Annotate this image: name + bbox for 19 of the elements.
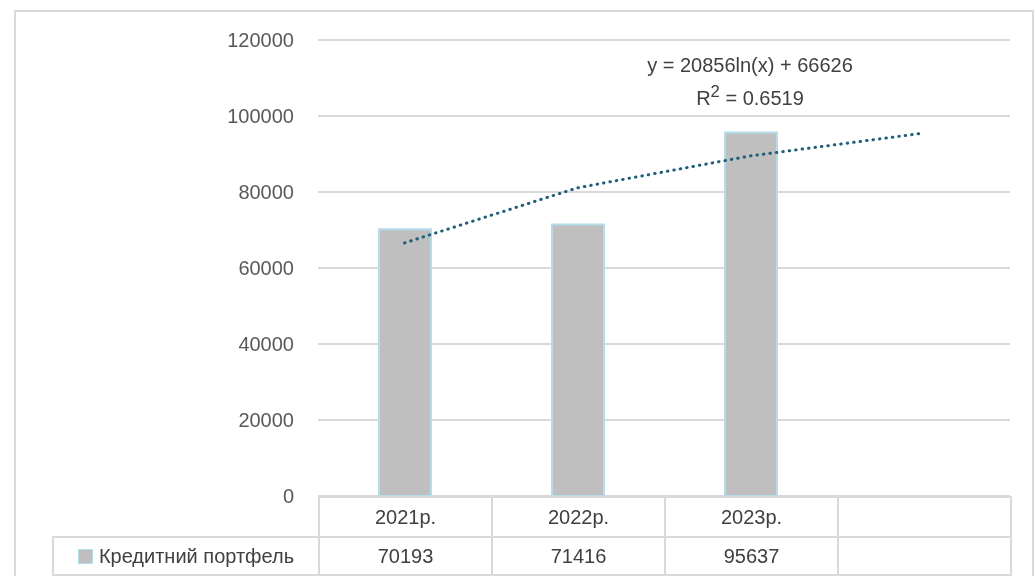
data-label: 71416 xyxy=(491,536,664,576)
annotation: R$^{2}$ = 0.6519 xyxy=(695,82,805,110)
x-tick-label: 2023р. xyxy=(664,496,837,536)
bar xyxy=(724,131,778,496)
y-tick-label: 40000 xyxy=(238,333,294,356)
x-tick-label: 2022р. xyxy=(491,496,664,536)
y-tick-label: 0 xyxy=(282,485,294,508)
y-tick-label: 80000 xyxy=(238,181,294,204)
annotation: y = 20856ln(x) + 66626 xyxy=(646,54,854,77)
data-label: 70193 xyxy=(318,536,491,576)
y-tick-label: 100000 xyxy=(227,105,294,128)
y-tick-label: 120000 xyxy=(227,29,294,52)
legend-label: Кредитний портфель xyxy=(52,536,318,576)
data-label: 95637 xyxy=(664,536,837,576)
bar xyxy=(551,223,605,496)
bar xyxy=(378,228,432,496)
y-tick-label: 60000 xyxy=(238,257,294,280)
x-tick-label: 2021р. xyxy=(318,496,491,536)
y-tick-label: 20000 xyxy=(238,409,294,432)
